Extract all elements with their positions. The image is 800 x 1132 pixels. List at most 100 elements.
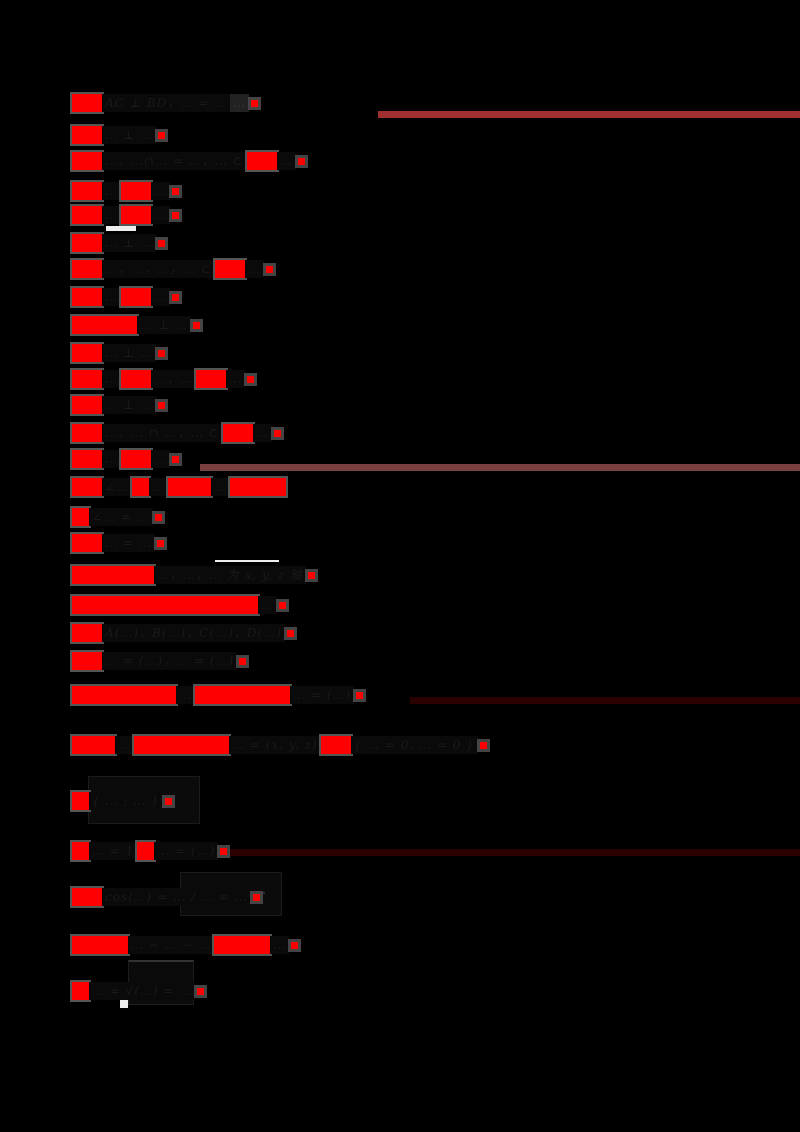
period-mark — [172, 293, 180, 301]
keyword-label: 平面 — [214, 260, 245, 278]
math-expression: … — [226, 370, 246, 388]
square-mark — [120, 1000, 128, 1008]
keyword-label: 的一个法向量为 — [195, 686, 291, 704]
keyword-label: 所以 — [72, 534, 103, 552]
keyword-label: 的一个法向量为 — [134, 736, 230, 754]
text-line: 所以 … ⊥ … — [72, 232, 165, 254]
keyword-label: 平面 — [121, 288, 152, 306]
text-line: 所以 … ⊥ … — [72, 124, 165, 146]
math-expression: …，…∩… = …，… ⊂ — [102, 152, 247, 170]
math-expression: …，… ∩ …，… ⊂ — [102, 424, 223, 442]
keyword-label: 的大小为 — [214, 936, 271, 954]
math-expression: … — [115, 736, 135, 754]
math-expression: … — [151, 450, 171, 468]
math-expression: … ⊥ … — [102, 396, 156, 414]
math-expression: … — [102, 450, 122, 468]
text-line: 所以 A(…)，B(…)，C(…)，D(…) — [72, 622, 294, 644]
math-expression: … — [151, 288, 171, 306]
keyword-label: 所以 — [72, 182, 103, 200]
math-expression: … — [102, 182, 122, 200]
keyword-label: 因为 — [72, 206, 103, 224]
period-mark — [164, 797, 172, 805]
period-mark — [265, 265, 273, 273]
math-expression: … ⊥ … — [102, 126, 156, 144]
overline-mark — [215, 560, 279, 562]
keyword-label: 得 — [137, 842, 155, 860]
text-line: 因为 …，… ∩ …，… ⊂ 平面 … — [72, 422, 281, 444]
period-mark — [157, 131, 165, 139]
keyword-label: 因为 — [72, 370, 103, 388]
keyword-label: 所以 — [72, 126, 103, 144]
period-mark — [157, 239, 165, 247]
period-mark — [220, 847, 228, 855]
text-line: 则 … = √(…) = … — [72, 980, 205, 1002]
math-expression: … — [276, 152, 296, 170]
keyword-label: 所成的角 — [230, 478, 287, 496]
keyword-label: 建立如图所示的空间直角坐标系 — [72, 596, 259, 614]
math-expression: … — [252, 424, 272, 442]
text-line: 令 … = 1 得 … = (…) — [72, 840, 228, 862]
text-line: 因为 …，…，…，… ⊂ 平面 … — [72, 258, 273, 280]
math-expression: … = 1 — [89, 842, 138, 860]
text-line: 即 { … ; … } — [72, 790, 172, 812]
rule-line — [378, 111, 800, 118]
keyword-label: 平面 — [121, 450, 152, 468]
keyword-label: 所以 — [72, 344, 103, 362]
math-expression: … — [151, 206, 171, 224]
period-mark — [250, 99, 258, 107]
text-line: 所以 … ⊥ … — [72, 342, 165, 364]
keyword-label: 所以 — [72, 450, 103, 468]
period-mark — [197, 987, 205, 995]
period-mark — [172, 455, 180, 463]
text-line: 则 ∠… = … — [72, 506, 162, 528]
math-expression: … = (…) — [290, 686, 355, 704]
math-expression: cos⟨…⟩ = … / … = … — [102, 888, 251, 906]
overline-mark — [106, 226, 136, 231]
math-expression: … — [176, 686, 196, 704]
period-mark — [479, 741, 487, 749]
period-mark — [247, 375, 255, 383]
keyword-label: 所以 — [72, 234, 103, 252]
math-expression: … — [102, 206, 122, 224]
keyword-label: 所以 — [72, 478, 103, 496]
text-line: （2）因为 … ⊥ … — [72, 314, 200, 336]
keyword-label: 为 — [132, 478, 150, 496]
period-mark — [192, 321, 200, 329]
period-mark — [172, 187, 180, 195]
period-mark — [297, 157, 305, 165]
keyword-label: 所以 — [72, 396, 103, 414]
math-expression: … — [102, 370, 122, 388]
text-line: 故二面角 … − … − … 的大小为 … — [72, 934, 299, 956]
math-expression: …，…，… 为 x, y, z 轴 — [154, 566, 306, 584]
period-mark — [291, 941, 299, 949]
period-mark — [157, 349, 165, 357]
keyword-label: 以…为原点， — [72, 566, 155, 584]
math-expression: … ⊥ … — [137, 316, 191, 334]
keyword-label: 所以 — [72, 288, 103, 306]
math-expression: … ⊥ … — [102, 234, 156, 252]
period-mark — [308, 571, 315, 579]
period-mark — [286, 629, 294, 637]
keyword-label: 则有 — [320, 736, 351, 754]
text-line: 设平面 … 的一个法向量为 … = (x, y, z) 则有 { … = 0, … — [72, 734, 487, 756]
text-line: 所以 ∠… 为 … 与平面 … 所成的角 — [72, 476, 287, 498]
math-expression: … — [229, 94, 249, 112]
text-line: 所以 … = (…)，… = (…) — [72, 650, 247, 672]
text-line: 所以 … 平面 … — [72, 286, 180, 308]
math-expression: … — [151, 182, 171, 200]
text-line: 所以 … = … — [72, 532, 164, 554]
math-expression: … — [149, 478, 169, 496]
math-expression: … = … — [102, 534, 155, 552]
keyword-label: 因为 — [72, 424, 103, 442]
keyword-label: 所以 — [72, 888, 103, 906]
math-expression: … — [270, 936, 290, 954]
period-mark — [172, 211, 180, 219]
period-mark — [239, 657, 247, 665]
math-expression: A(…)，B(…)，C(…)，D(…) — [102, 624, 285, 642]
period-mark — [157, 401, 165, 409]
math-expression: ∠… = … — [89, 508, 153, 526]
keyword-label: 与平面 — [168, 478, 212, 496]
keyword-label: 所以 — [72, 624, 103, 642]
math-expression: …，… — [151, 370, 197, 388]
